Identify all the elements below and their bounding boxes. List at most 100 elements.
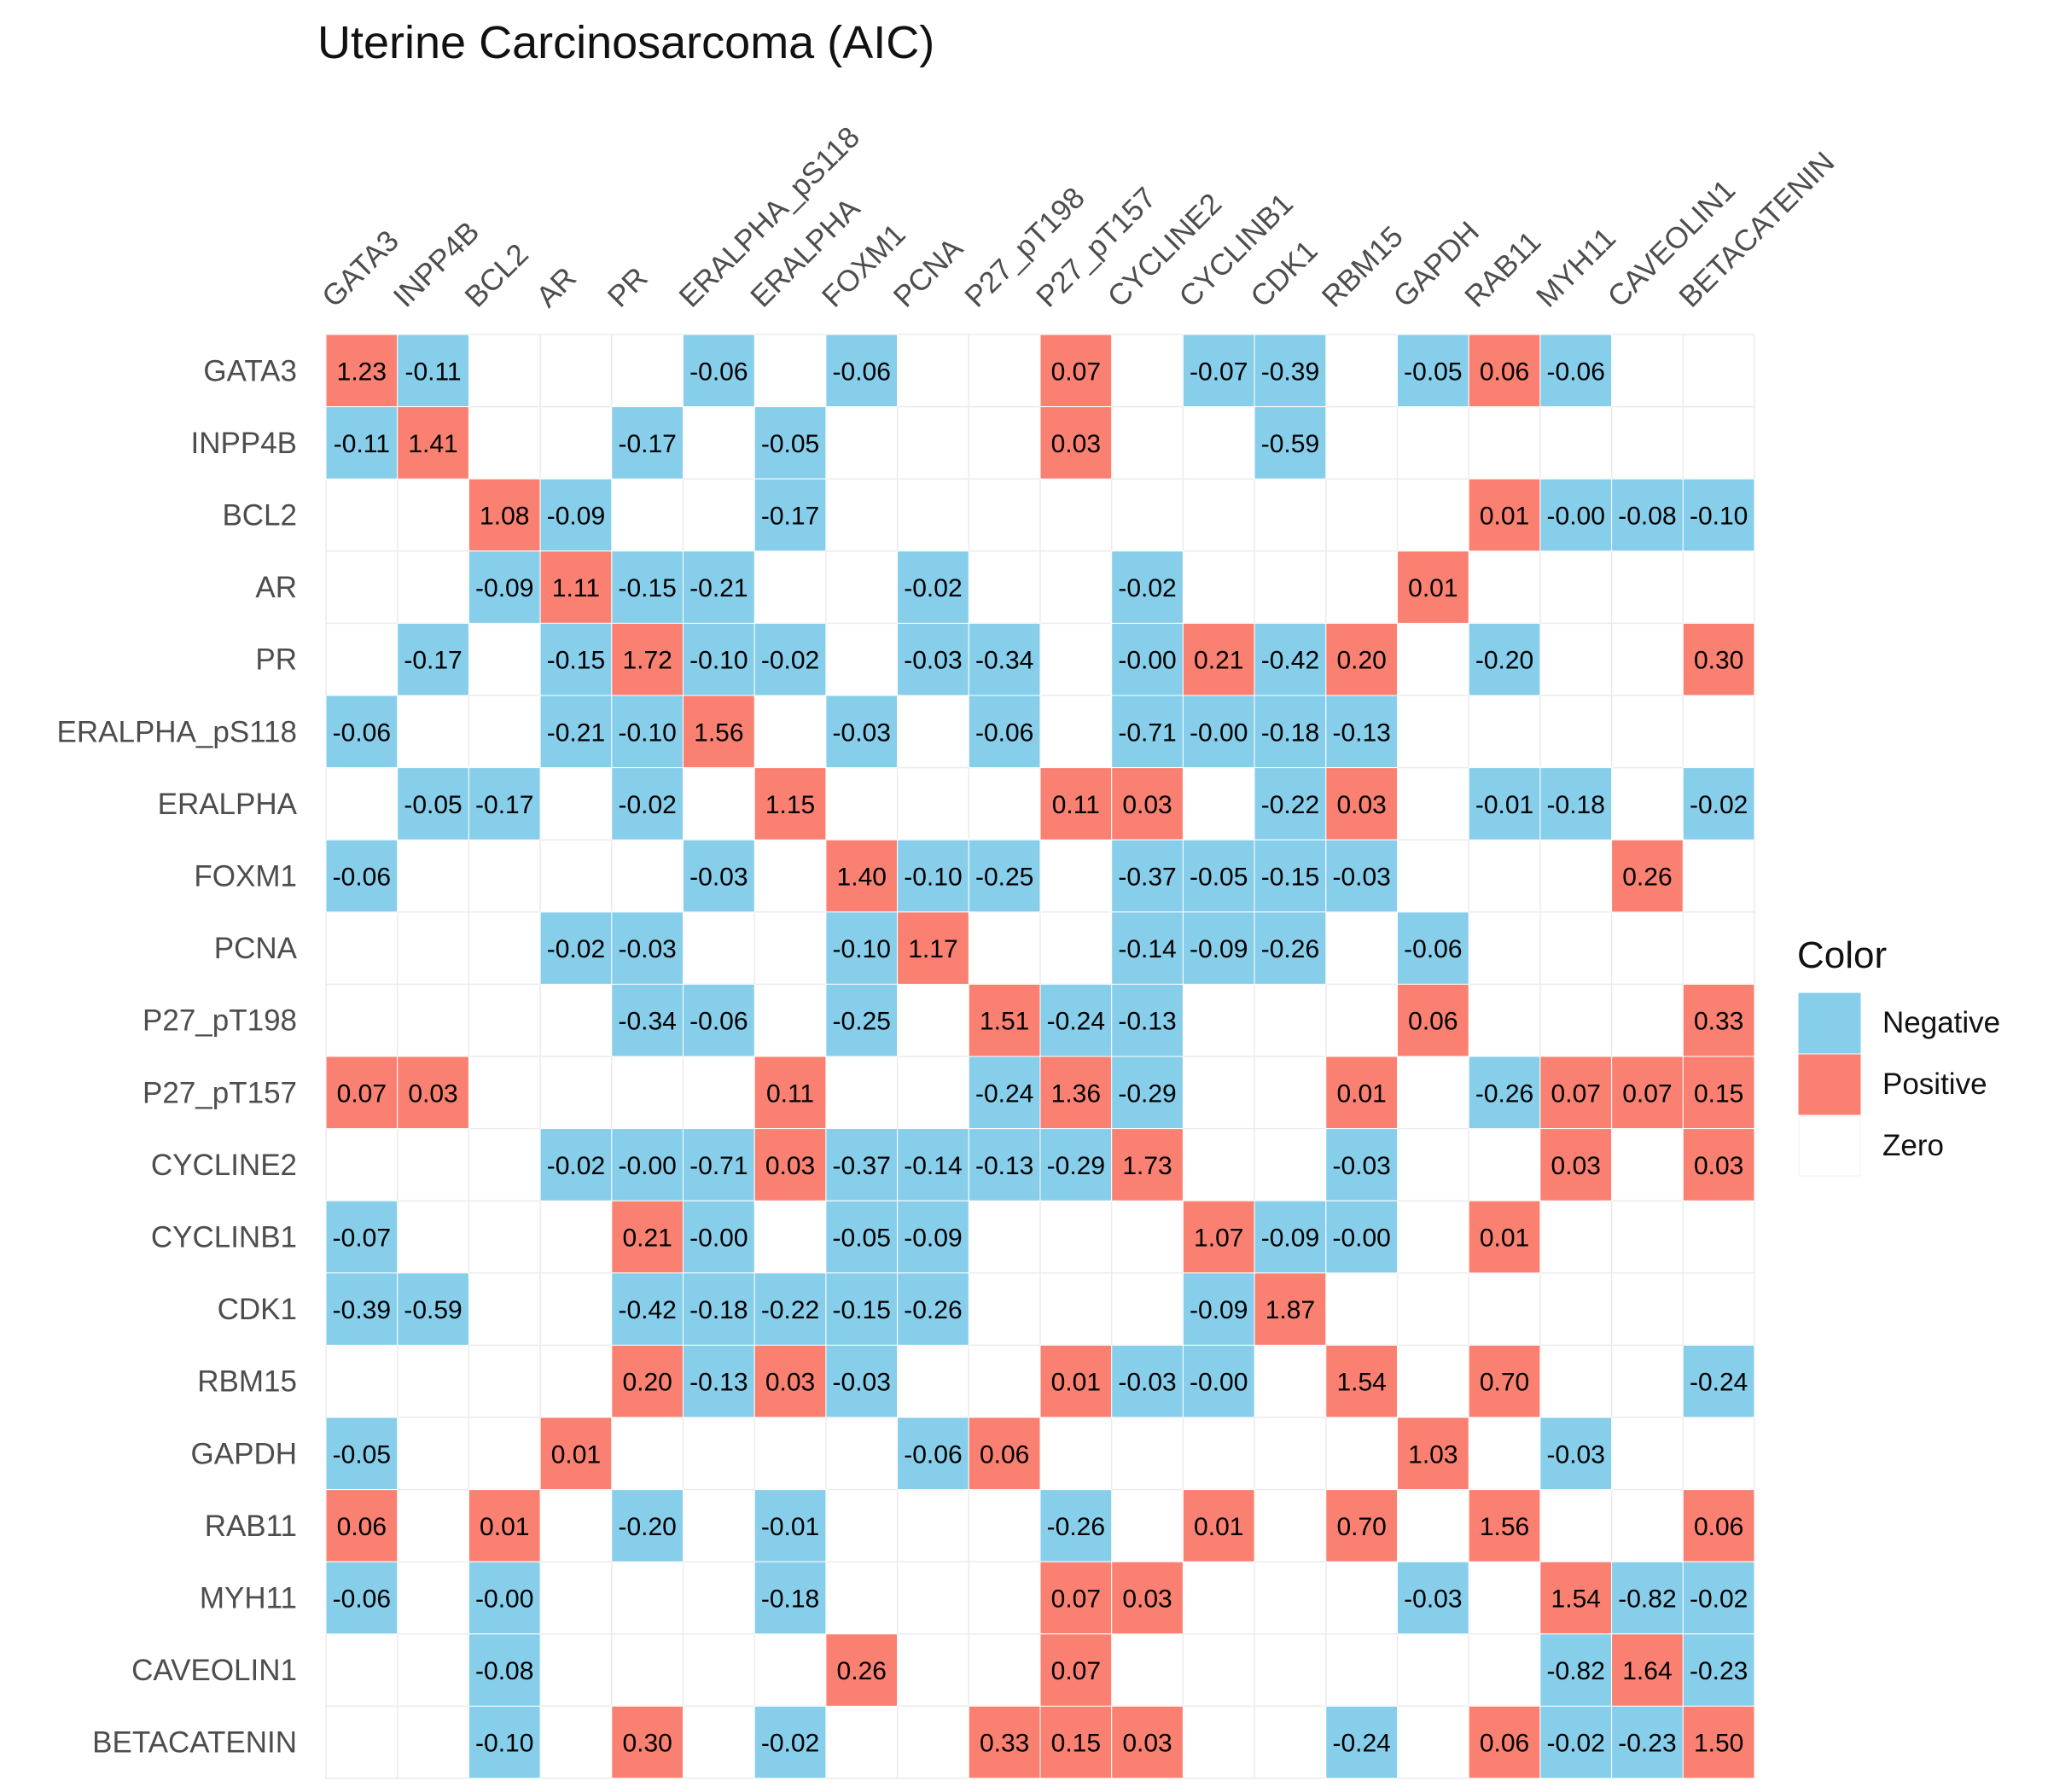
- heatmap-cell: [1254, 1200, 1327, 1274]
- cell-value-label: -0.00: [1118, 647, 1176, 675]
- cell-value-label: -0.10: [475, 1730, 533, 1758]
- heatmap-cell: [468, 478, 541, 552]
- cell-value-label: -0.02: [1118, 574, 1176, 602]
- cell-value-label: 1.56: [1480, 1513, 1529, 1541]
- cell-value-label: 0.21: [1194, 647, 1243, 675]
- cell-value-label: 1.11: [552, 574, 600, 602]
- cell-value-label: -0.71: [689, 1152, 748, 1180]
- cell-value-label: -0.02: [618, 791, 676, 819]
- heatmap-cell: [468, 1489, 541, 1562]
- cell-value-label: 0.06: [337, 1513, 387, 1541]
- cell-value-label: -0.02: [1547, 1730, 1605, 1758]
- heatmap-cell: [539, 695, 613, 769]
- cell-value-label: -0.13: [975, 1152, 1033, 1180]
- legend-key: [1798, 1115, 1861, 1177]
- heatmap-cell: [325, 1272, 399, 1346]
- cell-value-label: -0.07: [1190, 358, 1248, 386]
- heatmap-cell: [1039, 1705, 1113, 1779]
- heatmap-cell: [1111, 1561, 1184, 1635]
- row-tick-label: AR: [255, 571, 297, 604]
- cell-value-label: 1.50: [1694, 1730, 1743, 1758]
- heatmap-cell: [753, 767, 827, 841]
- heatmap-cell: [1254, 839, 1327, 913]
- heatmap-cell: [1325, 1200, 1399, 1274]
- cell-value-label: 0.07: [1622, 1079, 1672, 1108]
- cell-value-label: -0.06: [333, 1585, 391, 1614]
- heatmap-cell: [1682, 1633, 1755, 1707]
- heatmap-cell: [825, 334, 899, 408]
- cell-value-label: -0.24: [1332, 1730, 1390, 1758]
- heatmap-cell: [1397, 983, 1469, 1057]
- heatmap-cell: [1682, 478, 1755, 552]
- heatmap-cell: [968, 1705, 1041, 1779]
- heatmap-cell: [897, 550, 969, 624]
- heatmap-cell: [753, 1056, 827, 1130]
- heatmap-cell: [1468, 478, 1541, 552]
- heatmap-cell: [1254, 911, 1327, 985]
- heatmap-cell: [897, 1200, 969, 1274]
- heatmap-cell: [611, 1272, 684, 1346]
- heatmap-cell: [397, 1272, 469, 1346]
- heatmap-cell: [1111, 550, 1184, 624]
- heatmap-cell: [1254, 767, 1327, 841]
- cell-value-label: -0.09: [475, 574, 533, 602]
- cell-value-label: 1.07: [1194, 1225, 1243, 1253]
- cell-value-label: 1.54: [1551, 1585, 1601, 1614]
- heatmap-cell: [397, 622, 469, 696]
- heatmap-cell: [397, 1056, 469, 1130]
- cell-value-label: -0.10: [689, 647, 748, 675]
- row-tick-label: GATA3: [203, 354, 297, 387]
- cell-value-label: -0.25: [833, 1008, 891, 1036]
- heatmap-cell: [539, 911, 613, 985]
- cell-value-label: -0.00: [618, 1152, 676, 1180]
- cell-value-label: -0.06: [1404, 935, 1462, 963]
- heatmap-cell: [325, 406, 399, 480]
- cell-value-label: -0.05: [1404, 358, 1462, 386]
- heatmap-cell: [825, 1200, 899, 1274]
- heatmap-cell: [825, 1344, 899, 1418]
- heatmap-cell: [1111, 1344, 1184, 1418]
- cell-value-label: 1.15: [765, 791, 815, 819]
- cell-value-label: 0.01: [1051, 1369, 1101, 1397]
- cell-value-label: 0.03: [765, 1369, 815, 1397]
- cell-value-label: -0.34: [618, 1008, 676, 1036]
- cell-value-label: -0.14: [1118, 935, 1176, 963]
- heatmap-cell: [1682, 1489, 1755, 1562]
- heatmap-cell: [1397, 911, 1469, 985]
- row-tick-label: MYH11: [200, 1582, 297, 1615]
- heatmap-cell: [1611, 839, 1684, 913]
- heatmap-cell: [611, 406, 684, 480]
- heatmap-cell: [611, 1344, 684, 1418]
- cell-value-label: -0.22: [761, 1296, 819, 1324]
- cell-value-label: -0.03: [904, 647, 962, 675]
- column-tick-label: PR: [602, 261, 655, 314]
- heatmap-cell: [1182, 1272, 1255, 1346]
- cell-value-label: 0.03: [1551, 1152, 1601, 1180]
- cell-value-label: 0.33: [1694, 1008, 1743, 1036]
- cell-value-label: -0.09: [1190, 935, 1248, 963]
- cell-value-label: -0.06: [333, 864, 391, 892]
- heatmap-cell: [325, 334, 399, 408]
- cell-value-label: 0.70: [1480, 1369, 1529, 1397]
- cell-value-label: -0.13: [1332, 719, 1390, 747]
- cell-value-label: -0.37: [833, 1152, 891, 1180]
- cell-value-label: -0.03: [833, 1369, 891, 1397]
- row-labels: GATA3 INPP4B BCL2 AR PR ERALPHA_pS118 ERALPHA F…: [57, 354, 298, 1759]
- cell-value-label: -0.23: [1618, 1730, 1676, 1758]
- cell-value-label: -0.24: [1047, 1008, 1105, 1036]
- cell-value-label: 0.03: [1694, 1152, 1743, 1180]
- legend-key: [1798, 1054, 1861, 1115]
- heatmap-cell: [825, 695, 899, 769]
- heatmap-cell: [325, 1417, 399, 1491]
- heatmap-cell: [825, 1128, 899, 1201]
- heatmap-cell: [1468, 1344, 1541, 1418]
- cell-value-label: 0.06: [1694, 1513, 1743, 1541]
- heatmap-cell: [897, 622, 969, 696]
- cell-value-label: 1.36: [1051, 1079, 1101, 1108]
- heatmap-cell: [683, 1344, 755, 1418]
- heatmap-cell: [539, 1417, 613, 1491]
- legend: Color Negative Positive Zero: [1797, 934, 2000, 1177]
- cell-value-label: 0.01: [1408, 574, 1457, 602]
- heatmap-cell: [1039, 1056, 1113, 1130]
- heatmap-cell: [1325, 1489, 1399, 1562]
